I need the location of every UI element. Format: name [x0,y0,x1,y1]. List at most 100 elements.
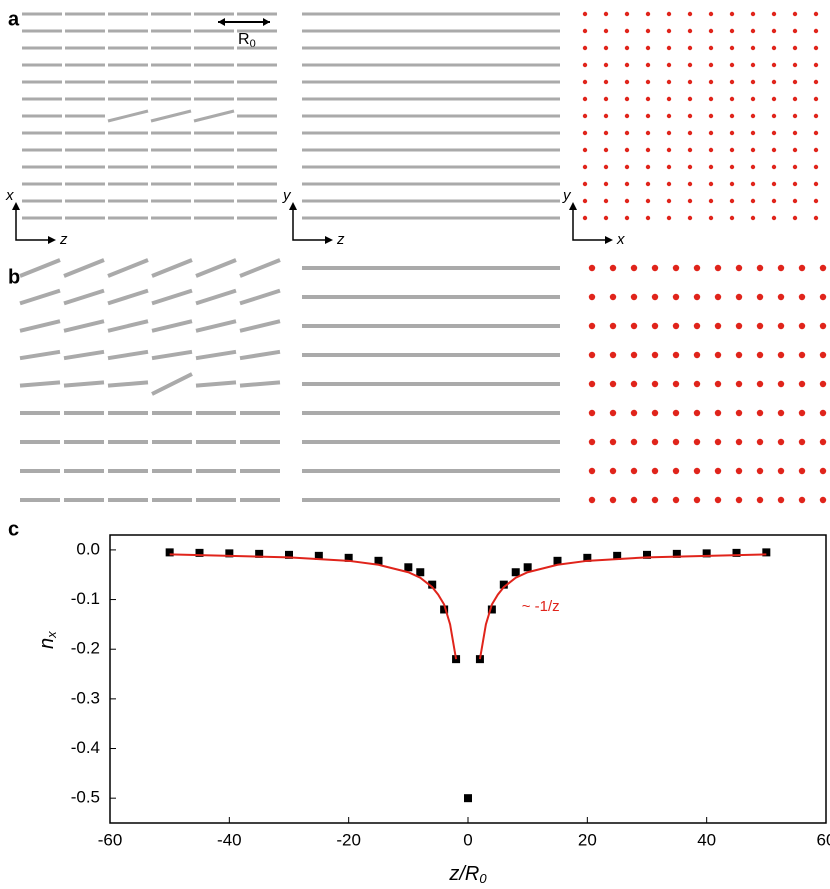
dot [688,182,692,186]
x-axis-label-main: z/R [448,863,479,885]
dot [751,216,755,220]
dot [778,265,784,271]
x-tick-label: -20 [336,830,361,849]
dot [715,468,721,474]
dot [730,114,734,118]
axis-arrow [569,202,613,244]
dot [820,352,826,358]
dot [793,148,797,152]
dot [751,29,755,33]
dot [604,148,608,152]
dot [757,323,763,329]
dot [610,352,616,358]
dot [730,29,734,33]
dot [625,46,629,50]
rod [196,321,236,331]
dot [709,12,713,16]
dot [778,410,784,416]
dot [625,165,629,169]
rod [108,352,148,358]
dot [625,114,629,118]
dot [715,352,721,358]
dot [610,265,616,271]
dot [625,182,629,186]
dot [667,12,671,16]
dot [757,410,763,416]
dot [820,265,826,271]
dot [772,199,776,203]
dot [667,199,671,203]
dot [688,199,692,203]
dot [625,63,629,67]
plot-frame [110,535,826,823]
dot [799,381,805,387]
rod [64,260,104,276]
dot [736,352,742,358]
dot [799,323,805,329]
rod [196,352,236,358]
dot [631,381,637,387]
dot [814,12,818,16]
dot [799,497,805,503]
dot [751,182,755,186]
dot [688,216,692,220]
dot [709,182,713,186]
dot [688,29,692,33]
dot [709,199,713,203]
dot [757,468,763,474]
dot [625,29,629,33]
dot [673,381,679,387]
dot [604,97,608,101]
dot [820,468,826,474]
dot [589,352,595,358]
dot [646,131,650,135]
dot [751,131,755,135]
dot [814,165,818,169]
axis-letter: x [616,231,625,248]
x-tick-label: 20 [578,830,597,849]
dot [799,294,805,300]
dot [772,80,776,84]
dot [589,410,595,416]
rod [152,260,192,276]
y-axis-label-main: n [36,638,58,649]
axis-arrow [289,202,333,244]
dot [652,468,658,474]
dot [667,97,671,101]
dot [793,199,797,203]
dot [604,131,608,135]
dot [610,294,616,300]
dot [652,410,658,416]
dot [730,63,734,67]
dot [688,46,692,50]
dot [610,323,616,329]
dot [604,12,608,16]
dot [646,97,650,101]
dot [646,165,650,169]
rod [108,111,148,121]
dot [709,46,713,50]
dot [772,148,776,152]
dot [772,182,776,186]
dot [610,468,616,474]
dot [793,12,797,16]
dot [778,468,784,474]
dot [772,29,776,33]
dot [604,216,608,220]
y-axis-label: nx [36,631,59,649]
dot [652,497,658,503]
dot [736,468,742,474]
x-axis-label: z/R0 [448,863,487,886]
panel-label: a [8,8,20,30]
x-tick-label: 0 [463,830,472,849]
dot [820,294,826,300]
page: a b c R0 xzyzyx-60-40-2002040600.0-0.1-0… [0,0,830,889]
dot [583,29,587,33]
dot [604,29,608,33]
axis-letter: z [59,231,68,248]
dot [772,12,776,16]
dot [730,97,734,101]
dot [625,80,629,84]
dot [610,381,616,387]
dot [709,97,713,101]
